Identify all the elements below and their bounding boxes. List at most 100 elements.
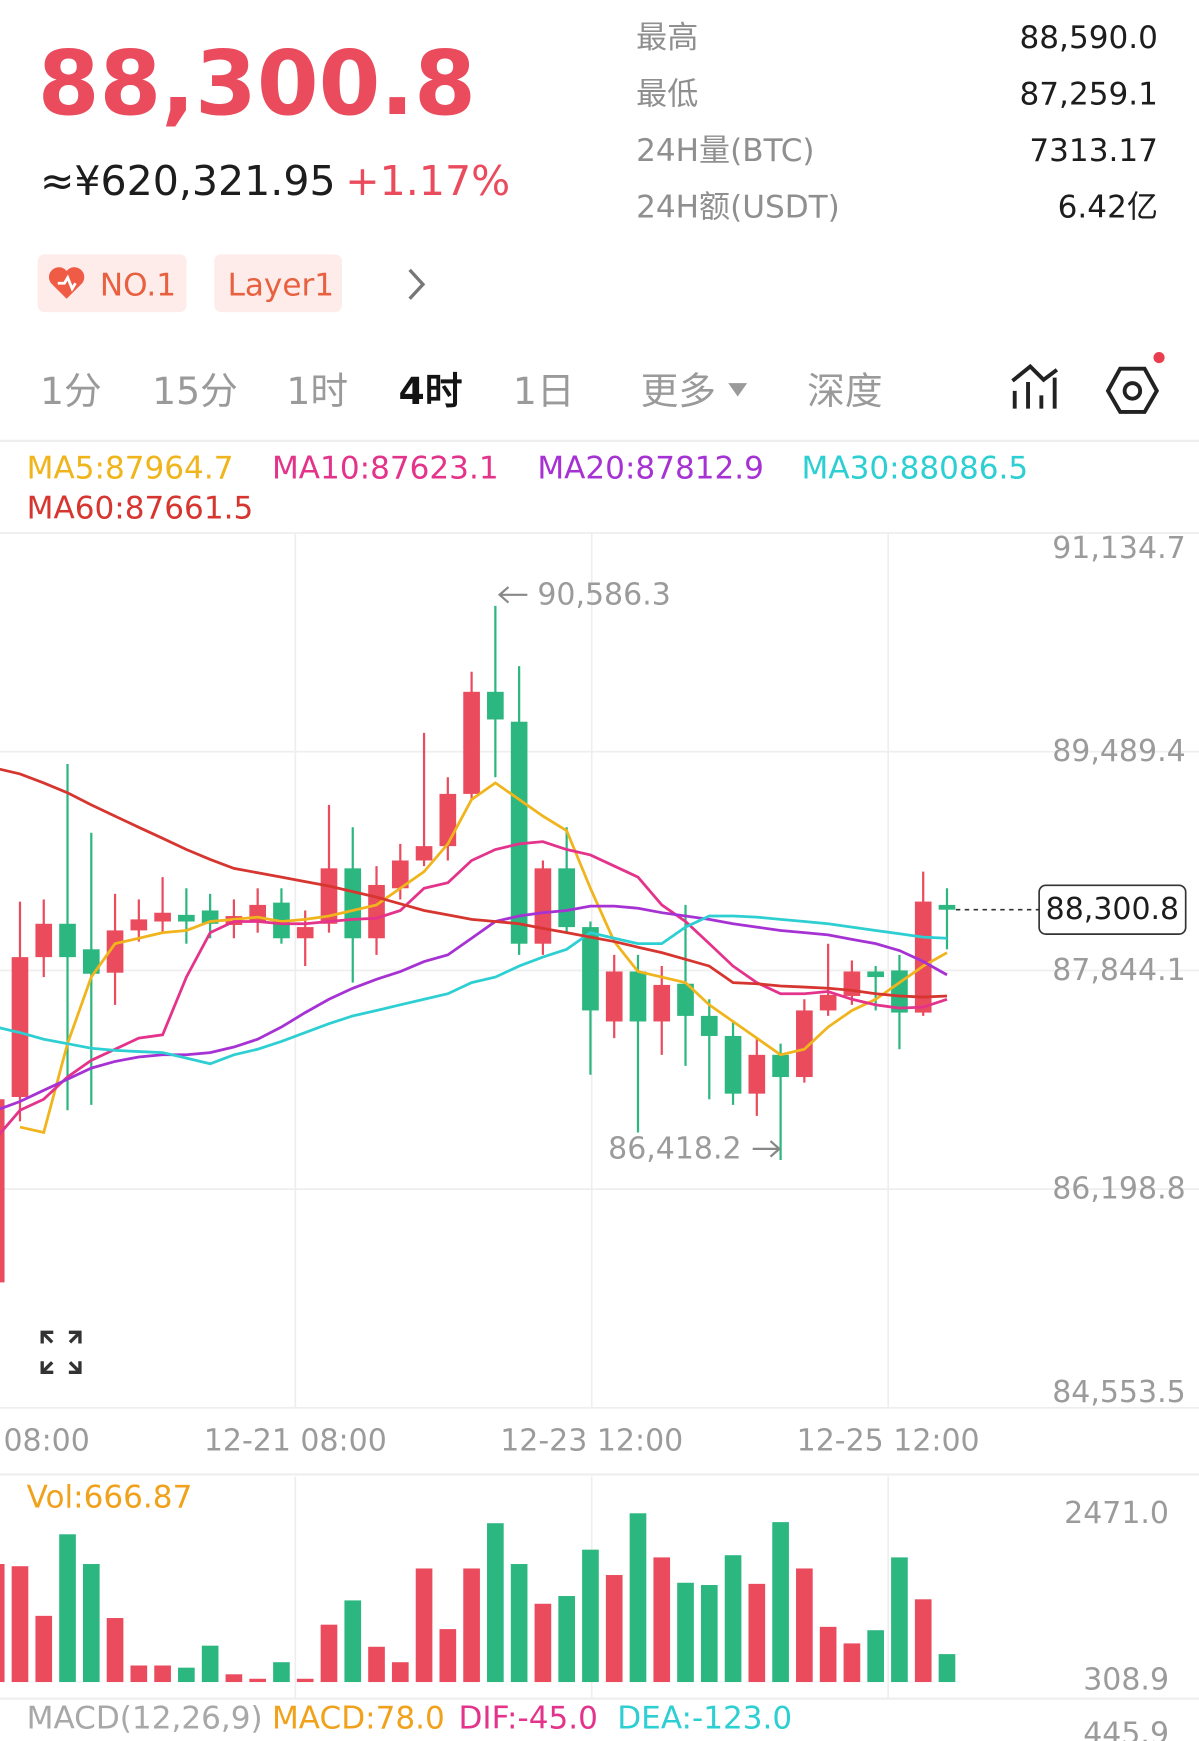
depth-tab[interactable]: 深度 [807, 369, 882, 413]
candle-body [867, 971, 884, 978]
price-plot [0, 605, 956, 1283]
ma-line [0, 904, 948, 1111]
candle-body [510, 721, 528, 944]
volume-bar [677, 1582, 694, 1683]
arrow-right [752, 1140, 782, 1158]
volume-bar [296, 1678, 314, 1683]
last-price-label: 88,300.8 [1046, 892, 1179, 927]
candle-body [796, 1010, 813, 1078]
dea-value: DEA:-123.0 [617, 1701, 792, 1737]
candle-body [487, 691, 504, 720]
stat-label: 24H额(USDT) [636, 190, 840, 226]
indicator-icon[interactable] [1011, 363, 1059, 409]
candle-body [178, 914, 195, 922]
volume-bar [914, 1599, 932, 1683]
volume-bar [487, 1523, 504, 1683]
icon-hexagon [1105, 366, 1160, 414]
last-price: 88,300.8 [38, 32, 476, 135]
more-tab[interactable]: 更多 [641, 369, 716, 413]
timeframe-tab-active[interactable]: 4时 [399, 369, 463, 413]
x-tick-label: 12-21 08:00 [204, 1424, 387, 1459]
x-tick-label: 12-25 12:00 [797, 1424, 980, 1459]
last-price-box [1038, 884, 1187, 935]
arrow-left [497, 586, 528, 604]
volume-bar [582, 1549, 599, 1683]
candle-body [35, 923, 53, 958]
candle-body [106, 930, 124, 973]
timeframe-tab[interactable]: 1时 [286, 369, 348, 413]
candle-body [819, 994, 837, 1011]
icon-line [1011, 363, 1059, 383]
candle-body [677, 983, 694, 1016]
fullscreen-icon[interactable] [40, 1330, 82, 1374]
timeframe-tab[interactable]: 15分 [152, 369, 238, 413]
candle-body [368, 884, 385, 939]
dif-value: DIF:-45.0 [459, 1701, 598, 1737]
volume-bar [938, 1654, 956, 1683]
volume-bar [415, 1568, 433, 1683]
tag-label: NO.1 [100, 267, 176, 303]
volume-bar [11, 1566, 29, 1683]
settings-icon[interactable] [1105, 352, 1165, 414]
volume-bar [130, 1665, 148, 1683]
heart-icon [48, 267, 85, 299]
volume-bar [605, 1575, 623, 1683]
icon-circle [1122, 381, 1143, 401]
volume-bar [273, 1662, 290, 1683]
chevron[interactable] [408, 268, 426, 300]
candle-body [558, 868, 575, 928]
volume-legend: Vol:666.87 [27, 1480, 193, 1516]
y-tick-label: 86,198.8 [1052, 1172, 1185, 1207]
pulse-icon [57, 274, 77, 292]
volume-bar [819, 1626, 837, 1683]
volume-bar [368, 1646, 385, 1683]
tag-label: Layer1 [228, 267, 334, 303]
volume-bar [201, 1645, 219, 1683]
ma-legend: MA10:87623.1 [272, 451, 499, 487]
volume-bar [700, 1585, 718, 1683]
tag[interactable]: NO.1 [37, 254, 187, 313]
change-percent: +1.17% [345, 157, 510, 205]
candle-body [59, 923, 76, 958]
y-tick-label: 91,134.7 [1052, 531, 1185, 566]
ma-legend: MA60:87661.5 [27, 491, 254, 527]
macd-title: MACD(12,26,9) [27, 1701, 263, 1737]
volume-bar [463, 1568, 480, 1683]
icon-bars [1012, 377, 1057, 409]
ma-legend: MA20:87812.9 [537, 451, 764, 487]
volume-bar [0, 1564, 5, 1683]
volume-bar [796, 1568, 813, 1683]
volume-bar [35, 1615, 53, 1683]
candle-body [130, 919, 148, 931]
stat-value: 88,590.0 [1020, 20, 1158, 56]
volume-bar [59, 1534, 76, 1683]
candle-body [415, 846, 433, 861]
candle-body [605, 971, 623, 1022]
candle-body [938, 904, 956, 910]
candle-body [629, 971, 647, 1022]
y-tick-label: 87,844.1 [1052, 953, 1185, 988]
candle-body [534, 868, 552, 944]
ma-line [0, 914, 948, 1066]
macd-value: MACD:78.0 [272, 1701, 445, 1737]
candle-body [320, 868, 338, 924]
tag[interactable]: Layer1 [214, 254, 342, 313]
candle-body [724, 1035, 742, 1094]
tag-background [214, 254, 342, 313]
volume-bar [748, 1583, 766, 1683]
volume-bar [344, 1600, 362, 1683]
ma-line [0, 840, 948, 1136]
volume-bar [891, 1557, 908, 1683]
candle-body [82, 949, 100, 974]
ma-line [0, 767, 948, 999]
volume-bar [154, 1665, 171, 1683]
candle-body [700, 1015, 718, 1036]
candle-body [154, 912, 171, 922]
timeframe-tab[interactable]: 1日 [513, 369, 575, 413]
volume-bar [106, 1618, 124, 1683]
volume-bar [629, 1513, 647, 1683]
timeframe-tab[interactable]: 1分 [40, 369, 102, 413]
low-marker: 86,418.2 [608, 1131, 741, 1166]
